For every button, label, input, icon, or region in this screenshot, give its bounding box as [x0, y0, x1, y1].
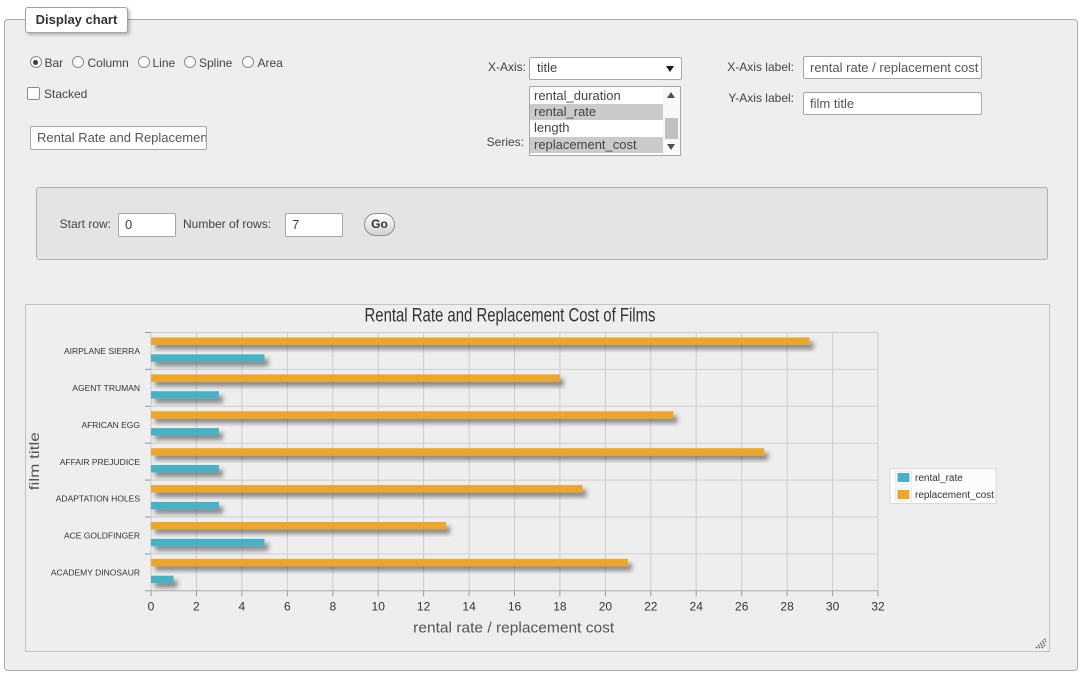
svg-text:AGENT TRUMAN: AGENT TRUMAN [72, 383, 140, 393]
svg-text:ACE GOLDFINGER: ACE GOLDFINGER [64, 531, 140, 541]
svg-text:AFRICAN EGG: AFRICAN EGG [81, 420, 140, 430]
svg-text:12: 12 [417, 599, 431, 613]
svg-text:24: 24 [690, 599, 704, 613]
svg-text:6: 6 [284, 599, 291, 613]
svg-text:14: 14 [462, 599, 476, 613]
svg-text:18: 18 [553, 599, 567, 613]
svg-text:AIRPLANE SIERRA: AIRPLANE SIERRA [64, 346, 140, 356]
svg-text:rental_rate: rental_rate [915, 473, 963, 484]
svg-text:0: 0 [148, 599, 155, 613]
svg-text:2: 2 [193, 599, 200, 613]
svg-text:ADAPTATION HOLES: ADAPTATION HOLES [56, 494, 141, 504]
svg-text:rental rate / replacement cost: rental rate / replacement cost [413, 619, 615, 636]
svg-text:16: 16 [508, 599, 522, 613]
svg-text:20: 20 [599, 599, 613, 613]
svg-text:film title: film title [27, 432, 42, 490]
svg-text:8: 8 [329, 599, 336, 613]
svg-text:32: 32 [871, 599, 885, 613]
svg-text:4: 4 [239, 599, 246, 613]
svg-text:Rental Rate and Replacement Co: Rental Rate and Replacement Cost of Film… [365, 306, 656, 327]
svg-text:22: 22 [644, 599, 658, 613]
svg-text:replacement_cost: replacement_cost [915, 490, 994, 501]
svg-text:AFFAIR PREJUDICE: AFFAIR PREJUDICE [60, 457, 141, 467]
svg-text:30: 30 [826, 599, 840, 613]
svg-text:ACADEMY DINOSAUR: ACADEMY DINOSAUR [51, 568, 140, 578]
svg-text:26: 26 [735, 599, 749, 613]
svg-text:10: 10 [372, 599, 386, 613]
svg-text:28: 28 [780, 599, 794, 613]
